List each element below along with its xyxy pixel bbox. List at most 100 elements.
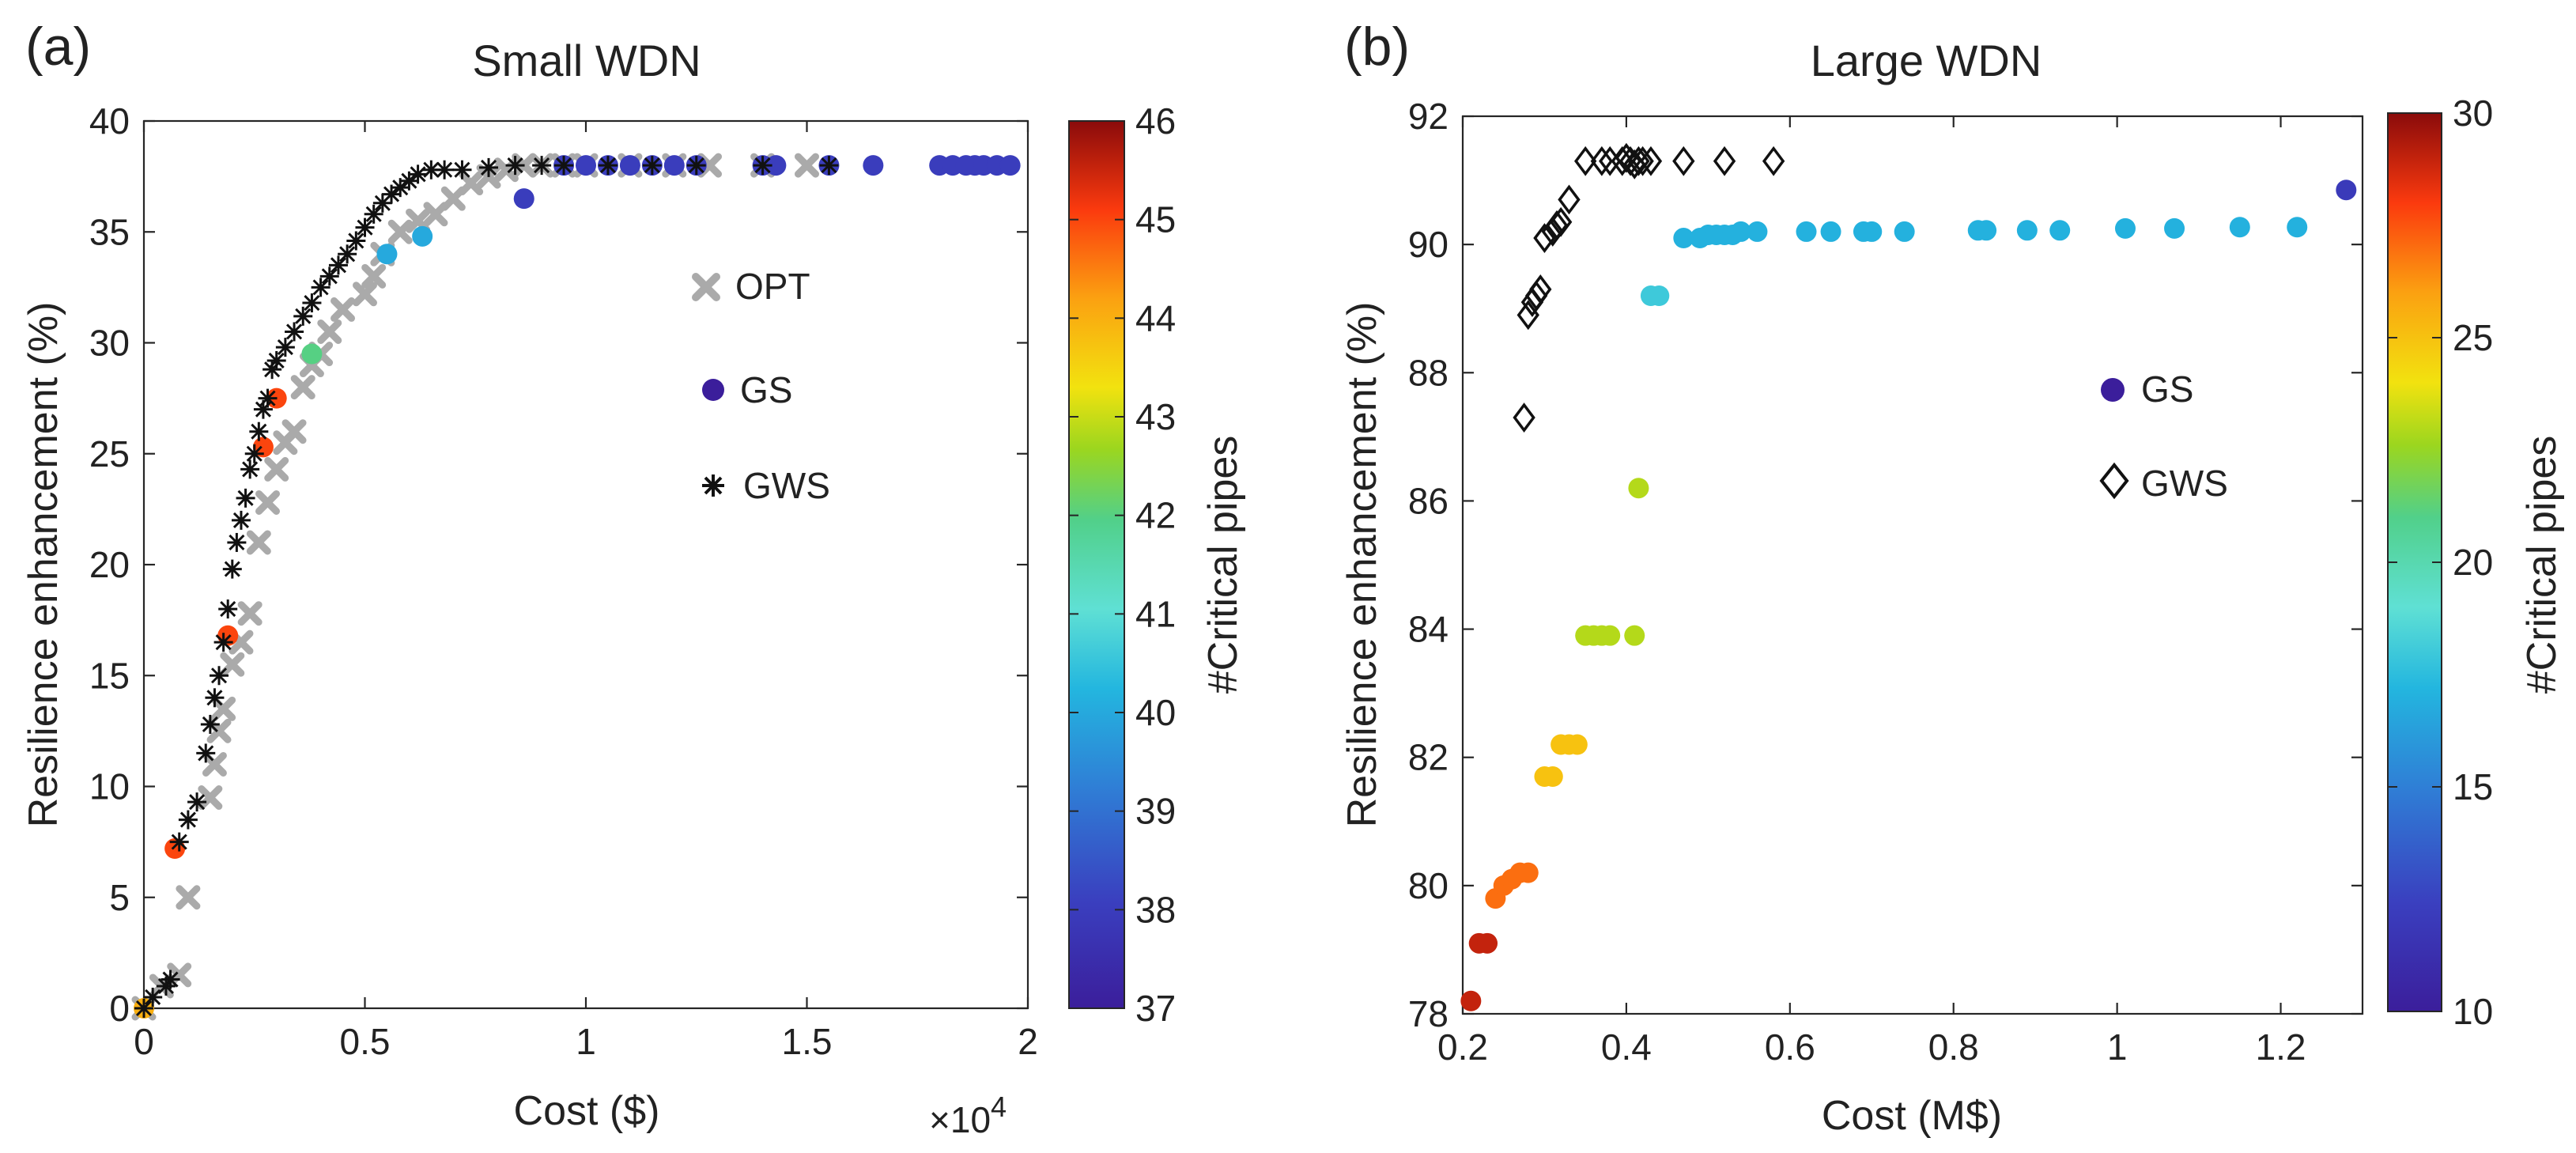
panel-a-gs-point bbox=[252, 437, 274, 458]
panel-b-gs-point bbox=[1477, 932, 1498, 954]
panel-b-x-tick-label: 0.2 bbox=[1437, 1026, 1488, 1068]
panel-b-x-tick-label: 0.4 bbox=[1601, 1026, 1652, 1068]
panel-b-gws-point bbox=[1672, 146, 1695, 176]
panel-a-gws-point bbox=[196, 743, 216, 763]
panel-b-y-tick-label: 80 bbox=[1408, 865, 1449, 906]
panel-b-gs-point bbox=[2164, 217, 2185, 239]
panel-a-gws-point bbox=[275, 338, 295, 357]
legend-gs-b-marker-icon bbox=[2101, 378, 2125, 402]
panel-a-y-tick-label: 10 bbox=[89, 766, 130, 807]
panel-b-gws-point bbox=[1524, 281, 1548, 311]
panel-b-gws-point bbox=[1639, 146, 1663, 176]
panel-b-gws-point bbox=[1558, 184, 1581, 215]
panel-a-series-opt bbox=[131, 153, 819, 1021]
panel-a-gws-point bbox=[391, 178, 410, 198]
panel-a-gws-point bbox=[200, 714, 220, 734]
panel-b-y-tick-label: 92 bbox=[1408, 96, 1449, 137]
panel-a-gws-point bbox=[372, 193, 392, 213]
panel-a-gws-point bbox=[161, 970, 180, 989]
panel-b-x-tick-label: 1.2 bbox=[2256, 1026, 2306, 1068]
panel-b-y-tick-label: 88 bbox=[1408, 352, 1449, 393]
panel-b-series-gws bbox=[1513, 142, 1785, 433]
panel-a-gws-point bbox=[227, 532, 247, 552]
panel-b-gs-point bbox=[1624, 625, 1645, 646]
panel-a-gws-point bbox=[178, 810, 198, 830]
panel-a-gws-point bbox=[311, 278, 330, 297]
panel-b-colorbar-tick-label: 10 bbox=[2453, 991, 2493, 1032]
legend-gws-marker-icon bbox=[702, 474, 724, 497]
panel-b-colorbar-ticks: 10 15 20 25 30 bbox=[2388, 93, 2493, 1032]
legend-gws-b-marker-icon bbox=[2099, 462, 2129, 500]
panel-a-gws-point bbox=[505, 156, 525, 176]
panel-a-opt-point bbox=[361, 263, 387, 289]
panel-a-colorbar-label: #Critical pipes bbox=[1200, 436, 1246, 694]
panel-a-gws-point bbox=[408, 164, 428, 184]
panel-b-title: Large WDN bbox=[1811, 36, 2042, 85]
panel-b-ylabel: Resilience enhancement (%) bbox=[1339, 302, 1385, 828]
panel-a-y-tick-label: 15 bbox=[89, 655, 130, 696]
panel-a-gws-point bbox=[532, 156, 552, 176]
panel-a-colorbar-tick-label: 43 bbox=[1135, 396, 1176, 437]
panel-a-x-tick-label: 0 bbox=[134, 1021, 154, 1062]
panel-b-gs-point bbox=[2114, 217, 2136, 239]
panel-b-colorbar-tick-label: 20 bbox=[2453, 542, 2493, 583]
panel-a-y-tick-label: 35 bbox=[89, 211, 130, 252]
panel-b-gs-point bbox=[1730, 221, 1751, 242]
panel-a-gs-point bbox=[376, 244, 398, 265]
panel-b-gws-point bbox=[1513, 403, 1535, 433]
panel-b-x-tick-label: 0.8 bbox=[1928, 1026, 1979, 1068]
panel-a-opt-point bbox=[176, 885, 201, 910]
panel-a-opt-point bbox=[211, 696, 236, 721]
panel-b-gs-point bbox=[1628, 478, 1649, 499]
panel-b-gs-point bbox=[1747, 221, 1768, 242]
panel-a-ylabel: Resilience enhancement (%) bbox=[21, 302, 66, 828]
panel-b-y-tick-label: 90 bbox=[1408, 224, 1449, 265]
panel-a-opt-point bbox=[220, 652, 245, 677]
panel-b-gws-point bbox=[1590, 146, 1614, 176]
panel-a-gws-point bbox=[319, 267, 339, 286]
panel-a-gws-point bbox=[213, 633, 233, 652]
panel-a-opt-point bbox=[237, 601, 263, 626]
legend-gs-label: GS bbox=[740, 369, 792, 410]
legend-gws-b-label: GWS bbox=[2141, 463, 2228, 504]
panel-a-gs-point bbox=[513, 188, 534, 210]
panel-a-axes-box bbox=[142, 119, 1029, 1010]
legend-opt-label: OPT bbox=[735, 266, 810, 307]
panel-b-gs-point bbox=[1894, 221, 1915, 242]
panel-b-colorbar-tick-label: 30 bbox=[2453, 93, 2493, 134]
panel-a: (a) Small WDN 0 0.5 1 1.5 20510152025303540 … bbox=[21, 17, 1246, 1140]
panel-a-gws-point bbox=[479, 157, 499, 177]
panel-a-colorbar-tick-label: 39 bbox=[1135, 791, 1176, 832]
panel-a-legend: OPT GS GWS bbox=[692, 266, 830, 506]
panel-a-gws-point bbox=[218, 599, 238, 619]
panel-a-gws-point bbox=[258, 388, 278, 408]
panel-a-opt-point bbox=[264, 456, 289, 482]
panel-a-y-tick-label: 20 bbox=[89, 544, 130, 585]
legend-gws: GWS bbox=[702, 465, 830, 506]
panel-a-title: Small WDN bbox=[472, 36, 701, 85]
panel-a-label: (a) bbox=[25, 17, 91, 77]
panel-b-colorbar-tick-label: 15 bbox=[2453, 766, 2493, 807]
panel-a-gws-point bbox=[293, 306, 313, 326]
panel-b-gws-point bbox=[1533, 223, 1556, 253]
panel-a-opt-point bbox=[255, 490, 281, 515]
panel-a-colorbar-tick-label: 41 bbox=[1135, 593, 1176, 634]
panel-a-colorbar-tick-label: 40 bbox=[1135, 692, 1176, 733]
panel-b-plot-area: 0.2 0.4 0.6 0.8 1 1.2 78 80 82 84 86 88 90 92 bbox=[1408, 96, 2364, 1068]
panel-a-gs-point bbox=[619, 155, 640, 176]
panel-a-gws-point bbox=[231, 510, 251, 530]
panel-b-gs-point bbox=[1861, 221, 1883, 242]
panel-a-y-tick-label: 30 bbox=[89, 323, 130, 364]
panel-a-gws-point bbox=[554, 156, 574, 176]
panel-b: (b) Large WDN 0.2 0.4 0.6 0.8 1 1.2 78 80 82 84 86… bbox=[1339, 17, 2565, 1139]
panel-a-gws-point bbox=[210, 666, 229, 686]
panel-b-gws-point bbox=[1541, 217, 1564, 247]
panel-b-series-gs bbox=[1460, 180, 2357, 1011]
panel-b-legend: GS GWS bbox=[2099, 369, 2228, 504]
panel-b-gs-point bbox=[2049, 220, 2071, 241]
panel-a-x-multiplier: ×104 bbox=[929, 1091, 1007, 1140]
panel-a-colorbar-ticks: 37 38 39 40 41 42 43 44 45 46 bbox=[1069, 100, 1176, 1029]
panel-b-gws-point bbox=[1529, 274, 1552, 304]
